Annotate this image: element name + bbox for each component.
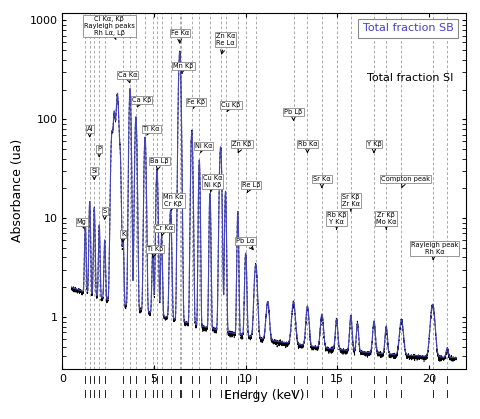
Text: P: P	[97, 146, 101, 157]
Text: Ca Kα: Ca Kα	[118, 72, 137, 83]
Text: Fe Kβ: Fe Kβ	[187, 99, 205, 109]
Text: S: S	[103, 208, 107, 219]
Text: Total fraction SB: Total fraction SB	[363, 23, 454, 33]
Text: K: K	[121, 230, 125, 242]
Text: Y Kβ: Y Kβ	[367, 141, 381, 153]
Text: Mn Kα
Cr Kβ: Mn Kα Cr Kβ	[163, 194, 183, 211]
Text: Ti Kα: Ti Kα	[143, 126, 159, 135]
Text: Zn Kβ: Zn Kβ	[232, 141, 252, 153]
Text: Si: Si	[91, 168, 97, 179]
X-axis label: Energy (keV): Energy (keV)	[224, 389, 304, 402]
Text: Ba Lβ: Ba Lβ	[150, 158, 169, 170]
Text: Compton peak: Compton peak	[381, 176, 430, 187]
Text: Mg: Mg	[77, 219, 86, 229]
Text: Ca Kβ: Ca Kβ	[132, 97, 151, 107]
Text: Rb Kα: Rb Kα	[298, 141, 317, 153]
Text: Rayleigh peak
Rh Kα: Rayleigh peak Rh Kα	[411, 243, 458, 260]
Text: Pb Lβ: Pb Lβ	[284, 109, 302, 120]
Text: Zr Kβ
Mo Kα: Zr Kβ Mo Kα	[376, 212, 396, 229]
Text: Cu Kα
Ni Kβ: Cu Kα Ni Kβ	[203, 176, 222, 192]
Text: Mn Kβ: Mn Kβ	[173, 63, 193, 73]
Text: Ni Kα: Ni Kα	[195, 143, 212, 153]
Text: Total fraction SI: Total fraction SI	[367, 73, 454, 83]
Text: Al: Al	[86, 126, 93, 137]
Text: Fe Kα: Fe Kα	[170, 30, 189, 43]
Text: Zn Kα
Re Lα: Zn Kα Re Lα	[216, 33, 235, 54]
Text: Sr Kβ
Zr Kα: Sr Kβ Zr Kα	[342, 194, 360, 211]
Text: Sr Kα: Sr Kα	[313, 176, 331, 187]
Text: Cl Kα, Kβ
Rayleigh peaks
Rh Lα, Lβ: Cl Kα, Kβ Rayleigh peaks Rh Lα, Lβ	[84, 16, 134, 39]
Text: Cu Kβ: Cu Kβ	[221, 102, 240, 112]
Text: Ti Kβ: Ti Kβ	[147, 246, 163, 258]
Text: Re Lβ: Re Lβ	[242, 182, 261, 192]
Y-axis label: Absorbance (ua): Absorbance (ua)	[11, 139, 24, 242]
Text: Pb Lα: Pb Lα	[237, 238, 255, 250]
Text: Cr Kα: Cr Kα	[155, 225, 173, 235]
Text: Rb Kβ
Y Kα: Rb Kβ Y Kα	[327, 212, 347, 229]
